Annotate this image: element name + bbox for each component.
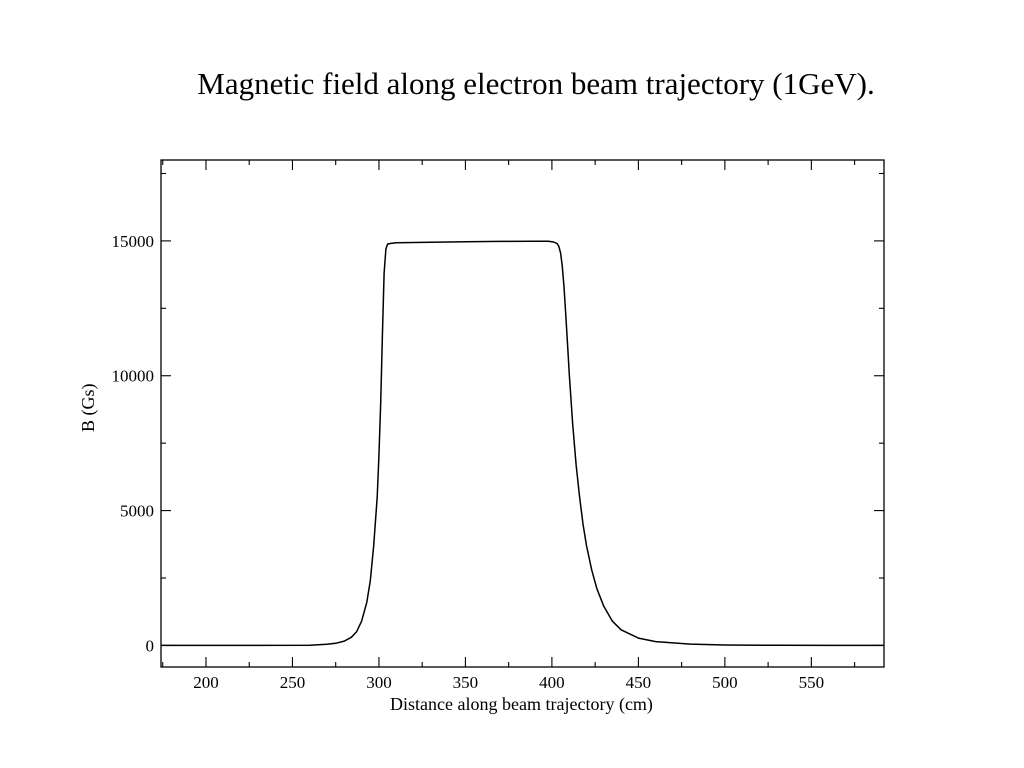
y-axis-ticks: 0 5000 10000 15000 — [112, 172, 884, 655]
y-tick-label: 15000 — [112, 232, 155, 251]
y-axis-label: B (Gs) — [78, 383, 99, 432]
chart-title: Magnetic field along electron beam traje… — [197, 66, 875, 101]
series-line — [161, 240, 884, 647]
plot-frame — [160, 159, 885, 668]
y-tick-label: 5000 — [120, 502, 154, 521]
x-tick-label: 400 — [539, 673, 565, 692]
series-layer — [161, 240, 884, 647]
x-tick-label: 550 — [799, 673, 825, 692]
x-tick-label: 300 — [366, 673, 392, 692]
x-tick-label: 250 — [280, 673, 306, 692]
x-tick-label: 200 — [193, 673, 219, 692]
x-tick-label: 350 — [453, 673, 479, 692]
x-axis-ticks: 200 250 300 350 400 450 500 550 — [162, 160, 856, 692]
x-tick-label: 500 — [712, 673, 738, 692]
x-tick-label: 450 — [626, 673, 652, 692]
y-tick-label: 0 — [146, 636, 155, 655]
x-axis-label: Distance along beam trajectory (cm) — [390, 694, 653, 715]
y-tick-label: 10000 — [112, 367, 155, 386]
